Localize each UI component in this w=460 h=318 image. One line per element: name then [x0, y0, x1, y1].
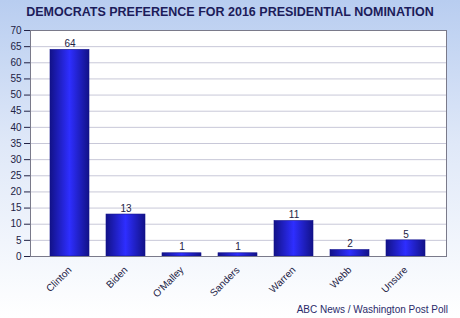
- svg-text:5: 5: [16, 235, 22, 246]
- svg-text:20: 20: [10, 186, 22, 197]
- svg-text:65: 65: [10, 41, 22, 52]
- svg-text:30: 30: [10, 154, 22, 165]
- svg-text:Clinton: Clinton: [44, 264, 74, 294]
- svg-text:25: 25: [10, 170, 22, 181]
- svg-text:Webb: Webb: [328, 264, 354, 290]
- svg-text:Warren: Warren: [267, 264, 298, 295]
- svg-text:15: 15: [10, 202, 22, 213]
- svg-text:1: 1: [179, 241, 185, 252]
- svg-text:5: 5: [403, 229, 409, 240]
- html-text:DEMOCRATS PREFERENCE FOR 2016: DEMOCRATS PREFERENCE FOR 2016 PRESIDENTI…: [26, 5, 434, 19]
- svg-text:1: 1: [235, 241, 241, 252]
- svg-text:2: 2: [347, 238, 353, 249]
- svg-text:11: 11: [289, 209, 300, 220]
- svg-text:10: 10: [10, 218, 22, 229]
- svg-text:Unsure: Unsure: [379, 264, 410, 295]
- svg-text:64: 64: [64, 38, 76, 49]
- svg-text:50: 50: [10, 89, 22, 100]
- svg-text:60: 60: [10, 57, 22, 68]
- svg-text:45: 45: [10, 105, 22, 116]
- svg-text:35: 35: [10, 138, 22, 149]
- svg-text:55: 55: [10, 73, 22, 84]
- svg-text:70: 70: [10, 25, 22, 36]
- svg-text:0: 0: [16, 251, 22, 262]
- svg-text:40: 40: [10, 122, 22, 133]
- svg-text:O'Malley: O'Malley: [151, 264, 186, 299]
- svg-text:13: 13: [120, 203, 132, 214]
- svg-text:Sanders: Sanders: [208, 264, 242, 298]
- svg-text:Biden: Biden: [104, 264, 130, 290]
- html-text:ABC News / Washington Post Pol: ABC News / Washington Post Poll: [296, 304, 448, 315]
